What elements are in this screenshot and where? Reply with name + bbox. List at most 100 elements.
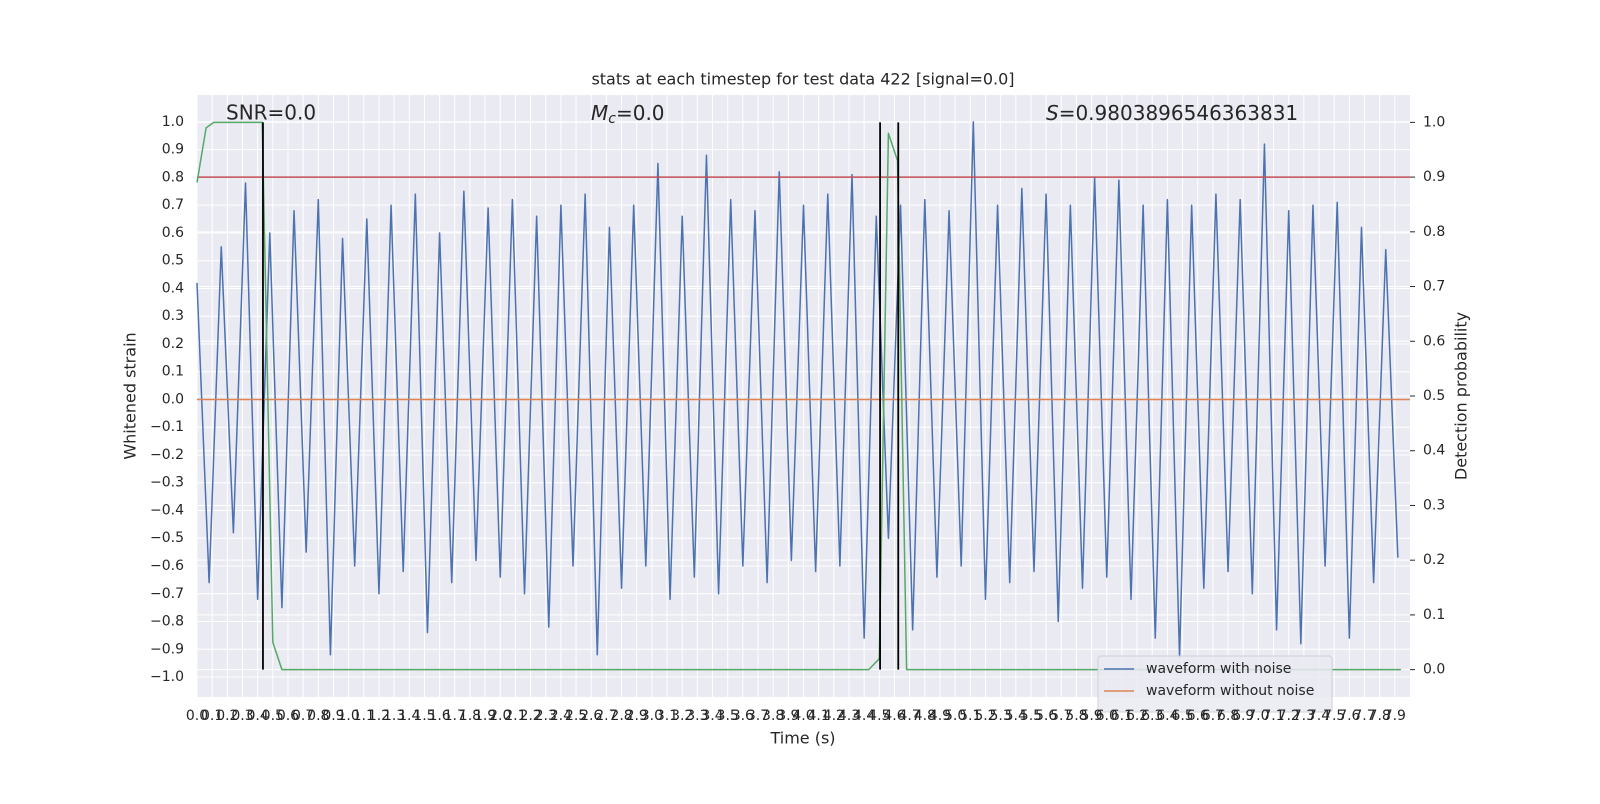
- x-tick-label: 6.7: [1202, 708, 1224, 724]
- y-tick-label: 0.8: [162, 169, 184, 185]
- x-tick-label: 2.2: [519, 708, 541, 724]
- x-tick-label: 2.3: [535, 708, 557, 724]
- x-tick-label: 5.1: [959, 708, 981, 724]
- y-tick-label: −0.1: [150, 419, 184, 435]
- x-tick-label: 2.8: [610, 708, 632, 724]
- x-tick-label: 1.8: [459, 708, 481, 724]
- x-tick-label: 0.6: [277, 708, 299, 724]
- annotation-sub: c: [608, 111, 616, 127]
- x-tick-label: 1.2: [368, 708, 390, 724]
- legend-box: [1097, 655, 1333, 713]
- x-tick-label: 7.2: [1278, 708, 1300, 724]
- y2-tick-label: 0.5: [1423, 388, 1445, 404]
- x-tick-label: 2.5: [565, 708, 587, 724]
- x-tick-label: 6.5: [1171, 708, 1193, 724]
- x-tick-label: 7.5: [1323, 708, 1345, 724]
- y2-tick-label: 0.8: [1423, 224, 1445, 240]
- x-tick-label: 4.3: [838, 708, 860, 724]
- y-tick-label: −0.5: [150, 530, 184, 546]
- x-tick-label: 0.1: [201, 708, 223, 724]
- y-tick-label: −0.6: [150, 558, 184, 574]
- x-tick-label: 1.7: [444, 708, 466, 724]
- y-tick-label: 1.0: [162, 114, 184, 130]
- x-tick-label: 3.0: [641, 708, 663, 724]
- y-tick-label: 0.2: [162, 336, 184, 352]
- x-tick-label: 3.9: [777, 708, 799, 724]
- x-tick-label: 4.8: [914, 708, 936, 724]
- annotation: SNR=0.0: [226, 101, 316, 125]
- x-tick-label: 1.6: [428, 708, 450, 724]
- x-tick-label: 6.2: [1126, 708, 1148, 724]
- x-tick-label: 7.1: [1262, 708, 1284, 724]
- x-tick-label: 5.8: [1065, 708, 1087, 724]
- x-tick-label: 6.9: [1232, 708, 1254, 724]
- annotation-text: =0.9803896546363831: [1059, 101, 1298, 125]
- x-tick-label: 2.0: [489, 708, 511, 724]
- y-tick-label: 0.9: [162, 142, 184, 158]
- x-tick-label: 0.3: [231, 708, 253, 724]
- x-tick-label: 1.0: [337, 708, 359, 724]
- y-tick-label: −0.4: [150, 502, 184, 518]
- x-tick-label: 7.7: [1353, 708, 1375, 724]
- x-tick-label: 4.4: [853, 708, 875, 724]
- x-tick-label: 1.1: [353, 708, 375, 724]
- chart-title: stats at each timestep for test data 422…: [591, 70, 1014, 89]
- y-tick-label: 0.5: [162, 253, 184, 269]
- x-tick-label: 0.5: [262, 708, 284, 724]
- x-tick-label: 7.4: [1308, 708, 1330, 724]
- x-tick-label: 3.7: [747, 708, 769, 724]
- x-tick-label: 4.7: [899, 708, 921, 724]
- y2-tick-label: 1.0: [1423, 114, 1445, 130]
- annotation-symbol: S: [1046, 101, 1059, 125]
- x-tick-label: 1.4: [398, 708, 420, 724]
- y-tick-label: −0.9: [150, 641, 184, 657]
- annotation-symbol: M: [591, 101, 608, 125]
- x-tick-label: 5.4: [1005, 708, 1027, 724]
- x-tick-label: 4.2: [823, 708, 845, 724]
- x-tick-label: 5.5: [1020, 708, 1042, 724]
- y2-tick-label: 0.2: [1423, 552, 1445, 568]
- x-tick-label: 2.1: [504, 708, 526, 724]
- annotation: Mc=0.0: [591, 101, 665, 128]
- x-tick-label: 3.4: [701, 708, 723, 724]
- x-tick-label: 6.6: [1187, 708, 1209, 724]
- x-tick-label: 1.5: [413, 708, 435, 724]
- x-tick-label: 0.0: [186, 708, 208, 724]
- annotation-text: =0.0: [616, 101, 665, 125]
- x-tick-label: 6.1: [1111, 708, 1133, 724]
- x-tick-label: 6.4: [1156, 708, 1178, 724]
- x-tick-label: 0.7: [292, 708, 314, 724]
- y2-tick-label: 0.3: [1423, 497, 1445, 513]
- x-tick-label: 6.8: [1217, 708, 1239, 724]
- y-tick-label: −0.8: [150, 614, 184, 630]
- x-axis-label: Time (s): [769, 729, 835, 748]
- x-tick-label: 4.9: [929, 708, 951, 724]
- y2-tick-label: 0.6: [1423, 333, 1445, 349]
- x-tick-label: 3.3: [686, 708, 708, 724]
- x-tick-label: 4.0: [792, 708, 814, 724]
- y-tick-label: −0.3: [150, 475, 184, 491]
- y2-tick-label: 0.4: [1423, 443, 1445, 459]
- x-tick-label: 0.8: [307, 708, 329, 724]
- x-tick-label: 7.6: [1338, 708, 1360, 724]
- y-tick-label: 0.6: [162, 225, 184, 241]
- legend-label: waveform with noise: [1146, 661, 1291, 677]
- x-tick-label: 5.0: [944, 708, 966, 724]
- y-tick-label: −0.7: [150, 586, 184, 602]
- x-tick-label: 4.5: [868, 708, 890, 724]
- x-tick-label: 5.6: [1035, 708, 1057, 724]
- y-axis-label: Whitened strain: [121, 332, 140, 459]
- series-line: [196, 121, 1399, 659]
- x-tick-label: 5.2: [974, 708, 996, 724]
- y-tick-label: 0.7: [162, 197, 184, 213]
- x-tick-label: 7.0: [1247, 708, 1269, 724]
- x-tick-label: 0.2: [216, 708, 238, 724]
- x-tick-label: 7.9: [1384, 708, 1406, 724]
- y-tick-label: −0.2: [150, 447, 184, 463]
- legend-label: waveform without noise: [1146, 683, 1314, 699]
- x-tick-label: 3.8: [762, 708, 784, 724]
- x-tick-label: 3.2: [671, 708, 693, 724]
- annotation: S=0.9803896546363831: [1046, 101, 1298, 125]
- y2-tick-label: 0.7: [1423, 279, 1445, 295]
